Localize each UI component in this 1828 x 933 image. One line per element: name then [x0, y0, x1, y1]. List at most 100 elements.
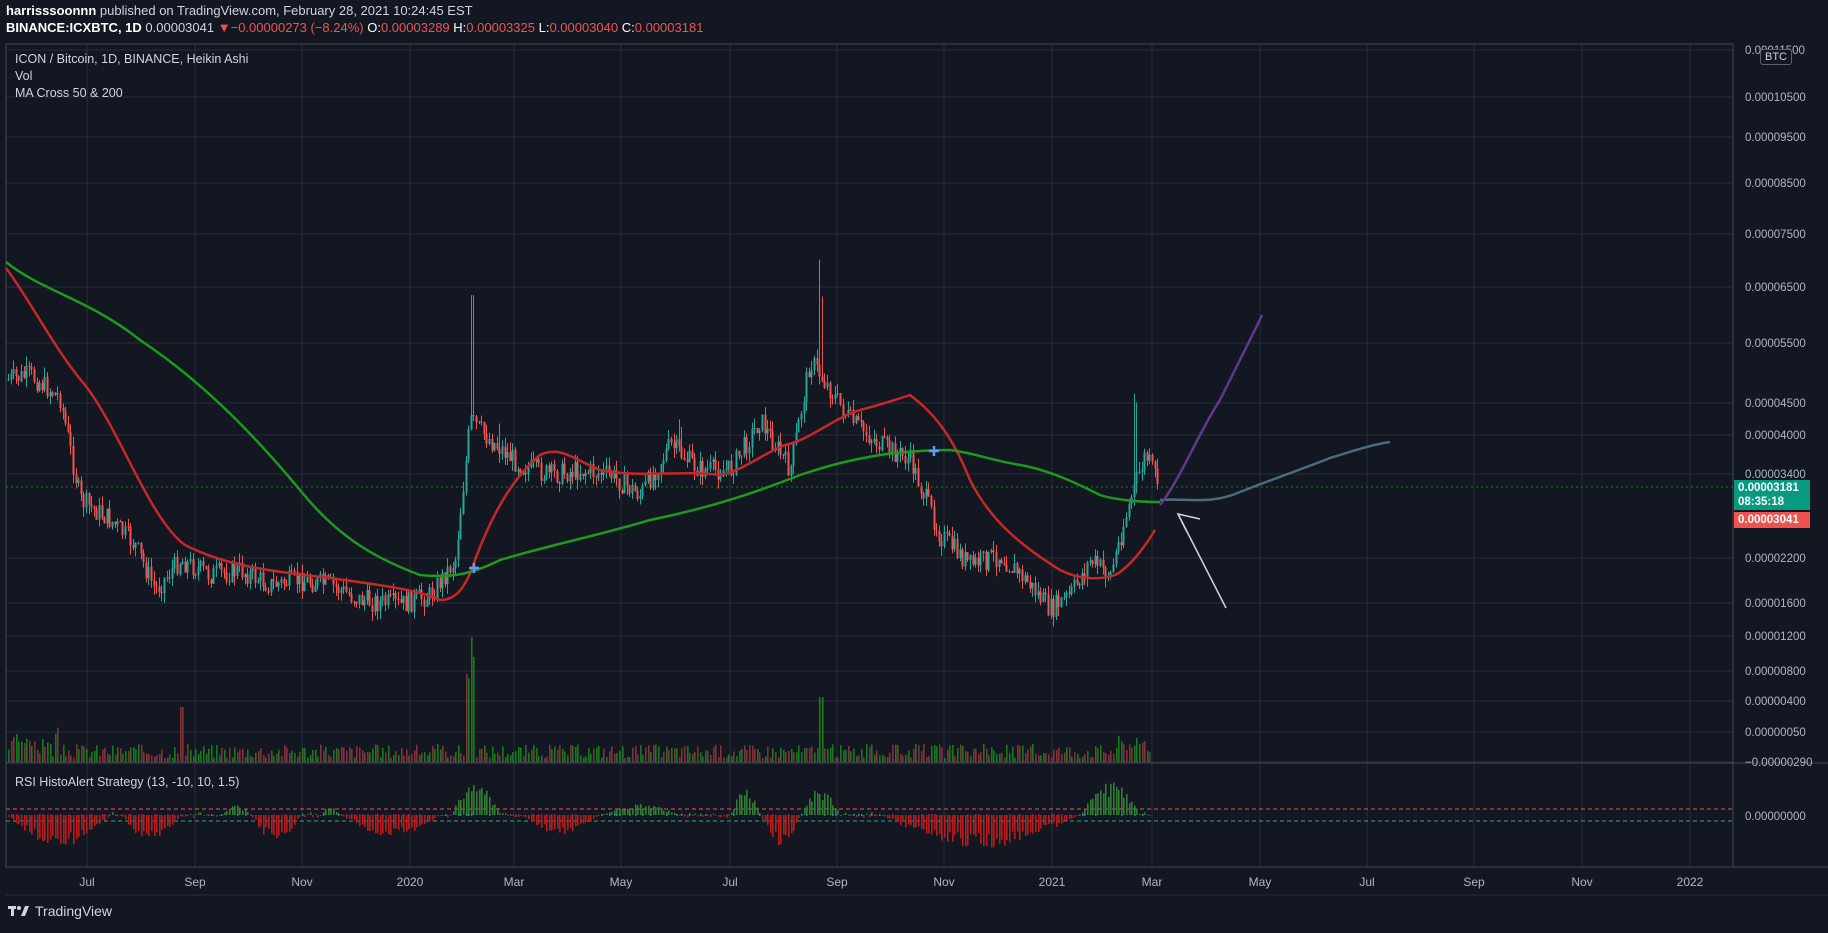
open-value: 0.00003289	[380, 20, 450, 35]
rsi-bar	[466, 792, 468, 815]
volume-bar	[375, 744, 377, 762]
candle-body	[441, 572, 444, 589]
candle-body	[436, 578, 439, 600]
volume-bar	[369, 752, 371, 762]
rsi-bar	[910, 815, 912, 826]
price-axis[interactable]: 0.000115000.000105000.000095000.00008500…	[1745, 45, 1812, 823]
volume-bar	[96, 745, 98, 762]
rsi-bar	[762, 815, 764, 820]
candle-body	[896, 453, 899, 462]
volume-bar	[923, 744, 925, 762]
candle-body	[959, 549, 962, 558]
rsi-bar	[837, 810, 839, 815]
legend-ma[interactable]: MA Cross 50 & 200	[15, 86, 123, 100]
rsi-bar	[427, 815, 429, 822]
candle-body	[480, 421, 483, 423]
x-tick-label: Jul	[79, 875, 94, 889]
candle-body	[270, 579, 273, 593]
rsi-bar	[884, 815, 886, 817]
rsi-bar	[765, 815, 767, 823]
legend-title[interactable]: ICON / Bitcoin, 1D, BINANCE, Heikin Ashi	[15, 52, 249, 66]
candle-body	[361, 594, 364, 606]
rsi-bar-tip	[928, 814, 930, 816]
rsi-bar	[796, 815, 798, 823]
rsi-bar-tip	[91, 814, 93, 816]
arrow-head[interactable]	[1176, 512, 1201, 533]
volume-bar	[122, 754, 124, 762]
rsi-bar	[450, 815, 452, 816]
candle-body	[891, 442, 894, 454]
volume-bar	[840, 745, 842, 762]
candle-body	[88, 493, 91, 505]
volume-bar	[978, 754, 980, 762]
rsi-bar	[900, 815, 902, 825]
rsi-bar	[260, 815, 262, 827]
rsi-bar	[616, 809, 618, 815]
volume-bar	[91, 751, 93, 762]
rsi-bar-tip	[398, 814, 400, 816]
volume-bar	[442, 746, 444, 762]
volume-bar	[918, 745, 920, 762]
candle-body	[410, 591, 413, 613]
rsi-bar	[947, 815, 949, 842]
candle-body	[595, 476, 598, 478]
volume-bar	[648, 745, 650, 762]
rsi-bar	[245, 809, 247, 815]
volume-bar	[286, 747, 288, 762]
volume-bar	[317, 756, 319, 762]
candle-body	[397, 598, 400, 600]
volume-bar	[908, 750, 910, 762]
candle-body	[1133, 483, 1136, 498]
ma50-line	[4, 267, 1157, 602]
rsi-bar	[291, 815, 293, 829]
rsi-bar-tip	[986, 814, 988, 816]
candle-body	[69, 431, 72, 446]
candle-body	[1050, 599, 1053, 616]
candle-body	[795, 432, 798, 444]
rsi-bar	[473, 785, 475, 815]
tradingview-logo[interactable]: TradingView	[8, 903, 112, 919]
volume-bar	[364, 752, 366, 762]
volume-bar	[531, 749, 533, 762]
rsi-bar-tip	[710, 814, 712, 816]
rsi-bar-tip	[81, 814, 83, 816]
candle-body	[394, 593, 397, 599]
prev-close-tag: 0.00003041	[1734, 512, 1810, 528]
volume-bar	[141, 745, 143, 762]
volume-bar	[83, 746, 85, 762]
rsi-bar	[315, 813, 317, 815]
candle-body	[673, 442, 676, 449]
author-name[interactable]: harrisssoonnn	[6, 3, 97, 18]
candle-body	[1141, 469, 1144, 472]
currency-badge[interactable]: BTC	[1760, 49, 1792, 65]
volume-bar	[1082, 756, 1084, 762]
volume-bar	[793, 752, 795, 762]
rsi-bar	[798, 815, 800, 818]
rsi-bar	[720, 815, 722, 818]
legend-rsi[interactable]: RSI HistoAlert Strategy (13, -10, 10, 1.…	[15, 775, 240, 789]
volume-bar	[728, 754, 730, 762]
rsi-bar-tip	[393, 814, 395, 816]
rsi-bar	[237, 805, 239, 815]
volume-bar	[16, 734, 18, 762]
current-price-tag: 0.00003181 08:35:18	[1734, 480, 1810, 510]
rsi-bar-tip	[705, 814, 707, 816]
legend-vol[interactable]: Vol	[15, 69, 33, 83]
volume-bar	[850, 751, 852, 762]
rsi-bar	[520, 815, 522, 816]
candle-body	[345, 586, 348, 593]
candle-body	[23, 371, 26, 378]
candle-body	[181, 561, 184, 565]
rsi-bar-tip	[858, 814, 860, 816]
rsi-bar-tip	[967, 814, 969, 816]
volume-bar	[791, 748, 793, 762]
volume-bar	[1142, 742, 1144, 762]
rsi-bar	[367, 815, 369, 831]
rsi-bar-tip	[250, 814, 252, 816]
time-axis[interactable]: Jul Sep Nov 2020 Mar May Jul Sep Nov 2021 Mar May Ju…	[79, 875, 1703, 889]
volume-bar	[229, 747, 231, 762]
volume-bar	[1103, 752, 1105, 762]
volume-bar	[1053, 749, 1055, 762]
candle-body	[675, 439, 678, 449]
